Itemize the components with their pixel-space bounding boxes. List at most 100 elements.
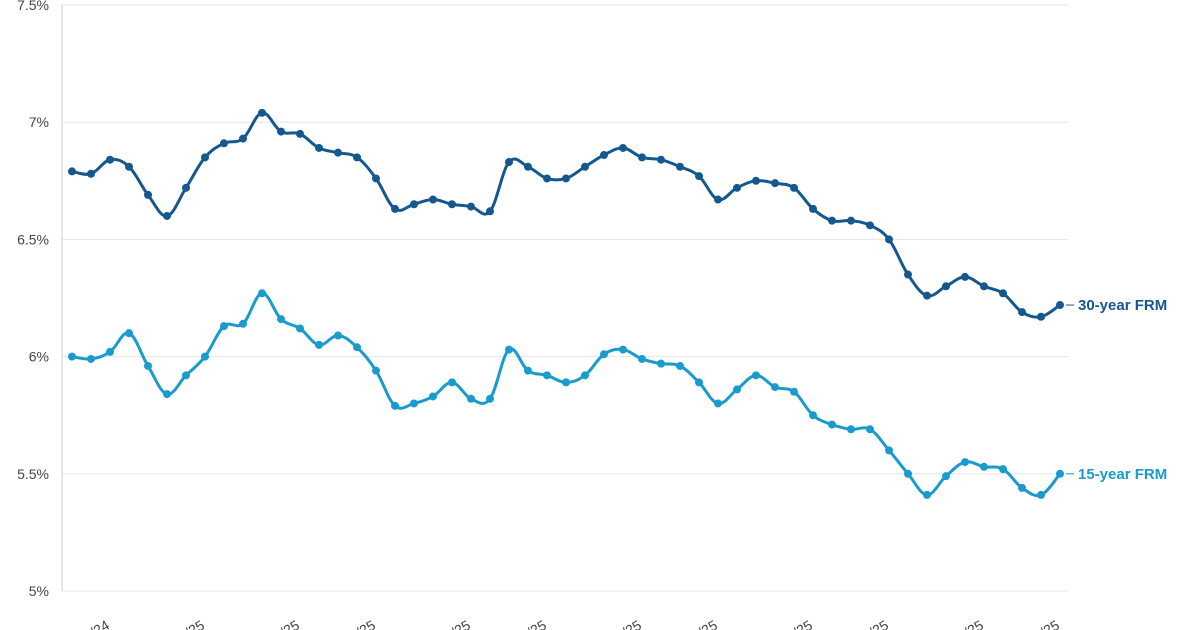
- data-point: [144, 190, 152, 199]
- series-end-label: 15-year FRM: [1078, 466, 1167, 483]
- data-point: [999, 465, 1007, 474]
- y-tick-label: 5%: [29, 583, 49, 599]
- data-point: [619, 143, 627, 152]
- data-point: [562, 174, 570, 183]
- data-point: [1037, 490, 1045, 499]
- data-point: [809, 204, 817, 213]
- data-point: [391, 401, 399, 410]
- data-point: [676, 361, 684, 370]
- data-point: [277, 127, 285, 136]
- data-point: [106, 347, 114, 356]
- data-point: [638, 354, 646, 363]
- data-point: [524, 162, 532, 171]
- data-point: [562, 378, 570, 387]
- x-tick-label: 02/01/25: [247, 617, 302, 630]
- data-point: [258, 289, 266, 298]
- data-point: [1056, 301, 1064, 310]
- data-point: [581, 371, 589, 380]
- data-point: [961, 272, 969, 281]
- data-point: [201, 352, 209, 361]
- data-point: [68, 352, 76, 361]
- x-tick-label: 08/01/25: [760, 617, 815, 630]
- x-tick-label: 04/01/25: [418, 617, 473, 630]
- data-point: [847, 216, 855, 225]
- data-point: [220, 322, 228, 331]
- data-point: [676, 162, 684, 171]
- data-point: [87, 354, 95, 363]
- x-tick-label: 01/01/25: [152, 617, 207, 630]
- data-point: [657, 359, 665, 368]
- data-point: [809, 411, 817, 420]
- data-point: [733, 385, 741, 394]
- data-point: [429, 195, 437, 204]
- data-point: [505, 158, 513, 167]
- data-point: [885, 235, 893, 244]
- data-point: [125, 162, 133, 171]
- y-tick-label: 7%: [29, 114, 49, 130]
- data-point: [353, 153, 361, 162]
- data-point: [752, 371, 760, 380]
- data-point: [790, 183, 798, 192]
- data-point: [1037, 312, 1045, 321]
- data-point: [220, 139, 228, 148]
- series-30-year-frm: [68, 108, 1064, 321]
- series: [68, 108, 1064, 499]
- data-point: [334, 331, 342, 340]
- data-point: [885, 446, 893, 455]
- x-tick-label: 07/01/25: [665, 617, 720, 630]
- x-axis: 12/01/24 01/01/25 02/01/25 03/01/25 04/01/25…: [57, 617, 1062, 630]
- gridlines: [62, 4, 1068, 592]
- data-point: [543, 371, 551, 380]
- data-point: [714, 399, 722, 408]
- data-point: [638, 153, 646, 162]
- data-point: [315, 340, 323, 349]
- data-point: [904, 469, 912, 478]
- data-point: [505, 345, 513, 354]
- data-point: [296, 324, 304, 333]
- data-point: [277, 315, 285, 324]
- data-point: [1018, 308, 1026, 317]
- data-point: [486, 207, 494, 216]
- data-point: [752, 176, 760, 185]
- x-tick-label: 03/01/25: [323, 617, 378, 630]
- data-point: [106, 155, 114, 164]
- data-point: [125, 329, 133, 338]
- data-point: [923, 490, 931, 499]
- x-tick-label: 11/01/25: [1008, 617, 1062, 630]
- data-point: [714, 195, 722, 204]
- x-tick-label: 12/01/24: [57, 617, 112, 630]
- data-point: [391, 204, 399, 213]
- data-point: [410, 399, 418, 408]
- data-point: [315, 143, 323, 152]
- series-end-label: 30-year FRM: [1078, 297, 1167, 314]
- data-point: [68, 167, 76, 176]
- data-point: [828, 216, 836, 225]
- x-tick-label: 09/01/25: [836, 617, 891, 630]
- data-point: [771, 179, 779, 188]
- data-point: [296, 129, 304, 138]
- data-point: [372, 174, 380, 183]
- data-point: [600, 151, 608, 160]
- x-tick-label: 10/01/25: [931, 617, 986, 630]
- data-point: [543, 174, 551, 183]
- data-point: [1056, 469, 1064, 478]
- y-tick-label: 7.5%: [17, 0, 49, 13]
- data-point: [581, 162, 589, 171]
- y-axis: 5% 5.5% 6% 6.5% 7% 7.5%: [17, 0, 63, 599]
- x-tick-label: 05/01/25: [494, 617, 549, 630]
- data-point: [182, 371, 190, 380]
- data-point: [448, 378, 456, 387]
- data-point: [1018, 483, 1026, 492]
- data-point: [467, 394, 475, 403]
- y-tick-label: 6.5%: [17, 231, 49, 247]
- data-point: [353, 343, 361, 352]
- data-point: [790, 387, 798, 396]
- y-tick-label: 6%: [29, 349, 49, 365]
- data-point: [619, 345, 627, 354]
- data-point: [429, 392, 437, 401]
- data-point: [961, 458, 969, 467]
- data-point: [695, 172, 703, 181]
- data-point: [980, 282, 988, 291]
- series-line: [70, 291, 1062, 498]
